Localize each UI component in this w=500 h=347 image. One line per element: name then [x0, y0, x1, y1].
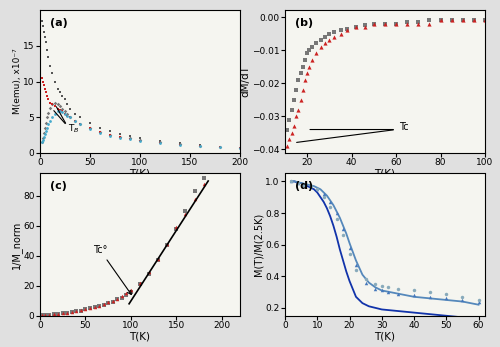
Y-axis label: dM/dT: dM/dT — [240, 66, 250, 98]
Y-axis label: 1/M_norm: 1/M_norm — [10, 220, 22, 269]
X-axis label: T(K): T(K) — [130, 169, 150, 179]
Y-axis label: M(T)/M(2.5K): M(T)/M(2.5K) — [254, 213, 264, 276]
X-axis label: T(K): T(K) — [374, 332, 396, 342]
Text: (a): (a) — [50, 18, 68, 27]
Text: Tc°: Tc° — [92, 245, 132, 295]
Text: (c): (c) — [50, 181, 67, 191]
Y-axis label: M(emu), x10⁻⁷: M(emu), x10⁻⁷ — [12, 49, 22, 115]
Text: (d): (d) — [295, 181, 313, 191]
Text: (b): (b) — [295, 18, 313, 27]
Text: Tc: Tc — [400, 121, 409, 132]
Text: T$_B$: T$_B$ — [68, 122, 79, 135]
X-axis label: T(K): T(K) — [130, 332, 150, 342]
X-axis label: T(K): T(K) — [374, 169, 396, 179]
